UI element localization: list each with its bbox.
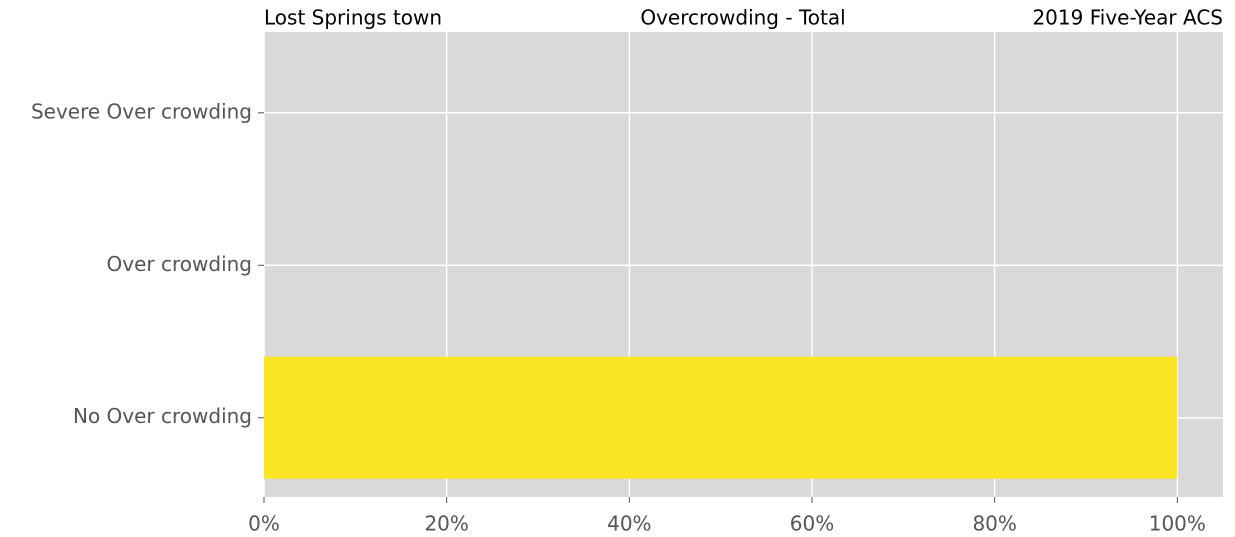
chart-title-right: 2019 Five-Year ACS [1032, 6, 1223, 30]
bar [264, 356, 1178, 479]
y-tick-label: No Over crowding [73, 404, 252, 428]
chart-title: Overcrowding - Total [640, 6, 845, 30]
x-tick-label: 40% [607, 512, 651, 536]
x-tick-label: 80% [972, 512, 1016, 536]
chart-title-left: Lost Springs town [264, 6, 442, 30]
x-tick-label: 20% [424, 512, 468, 536]
x-tick-label: 60% [790, 512, 834, 536]
y-tick-label: Over crowding [107, 252, 252, 276]
x-tick-label: 0% [248, 512, 280, 536]
y-tick-label: Severe Over crowding [31, 99, 252, 123]
x-tick-label: 100% [1149, 512, 1206, 536]
